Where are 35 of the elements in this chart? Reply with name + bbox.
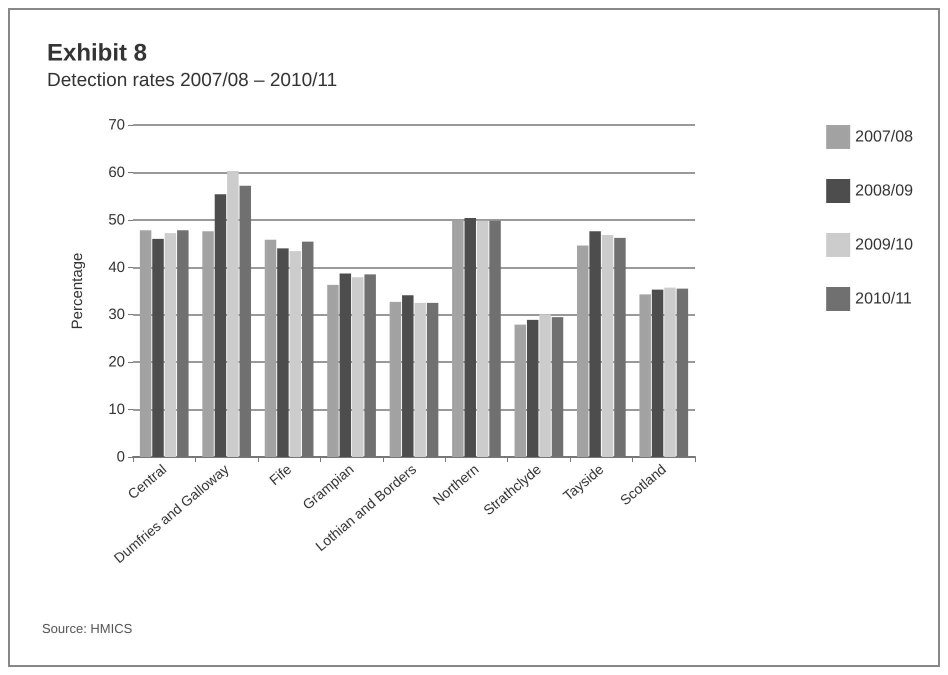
source-note: Source: HMICS <box>42 621 133 636</box>
y-axis-title: Percentage <box>69 252 86 330</box>
bar <box>664 288 676 457</box>
bar <box>652 290 664 457</box>
y-tick-label: 20 <box>108 354 125 371</box>
chart-title: Exhibit 8 <box>47 40 148 66</box>
legend-label: 2009/10 <box>855 236 914 254</box>
legend-label: 2008/09 <box>855 182 914 200</box>
y-tick-label: 60 <box>108 164 125 181</box>
chart-subtitle: Detection rates 2007/08 – 2010/11 <box>47 70 338 91</box>
y-tick-label: 50 <box>108 211 125 228</box>
bar <box>352 277 364 457</box>
y-tick-label: 40 <box>108 258 125 276</box>
bar <box>227 171 239 457</box>
bar <box>152 238 164 457</box>
bar <box>414 302 426 457</box>
y-tick-label: 30 <box>108 306 125 324</box>
bar <box>526 320 538 457</box>
bar <box>290 251 302 457</box>
y-tick-label: 10 <box>108 401 125 418</box>
bar <box>476 220 488 457</box>
bar <box>589 231 601 457</box>
bar <box>164 233 176 457</box>
bar <box>402 295 414 457</box>
bar <box>277 248 289 457</box>
y-tick-label: 0 <box>116 448 125 466</box>
bar <box>539 314 551 457</box>
bar <box>602 235 614 457</box>
bar <box>214 194 226 457</box>
x-tick-label: Fife <box>266 460 294 488</box>
bar <box>464 218 476 457</box>
legend-label: 2010/11 <box>855 290 912 308</box>
legend-label: 2007/08 <box>855 128 914 146</box>
y-tick-label: 70 <box>108 116 125 134</box>
bar <box>340 273 352 457</box>
